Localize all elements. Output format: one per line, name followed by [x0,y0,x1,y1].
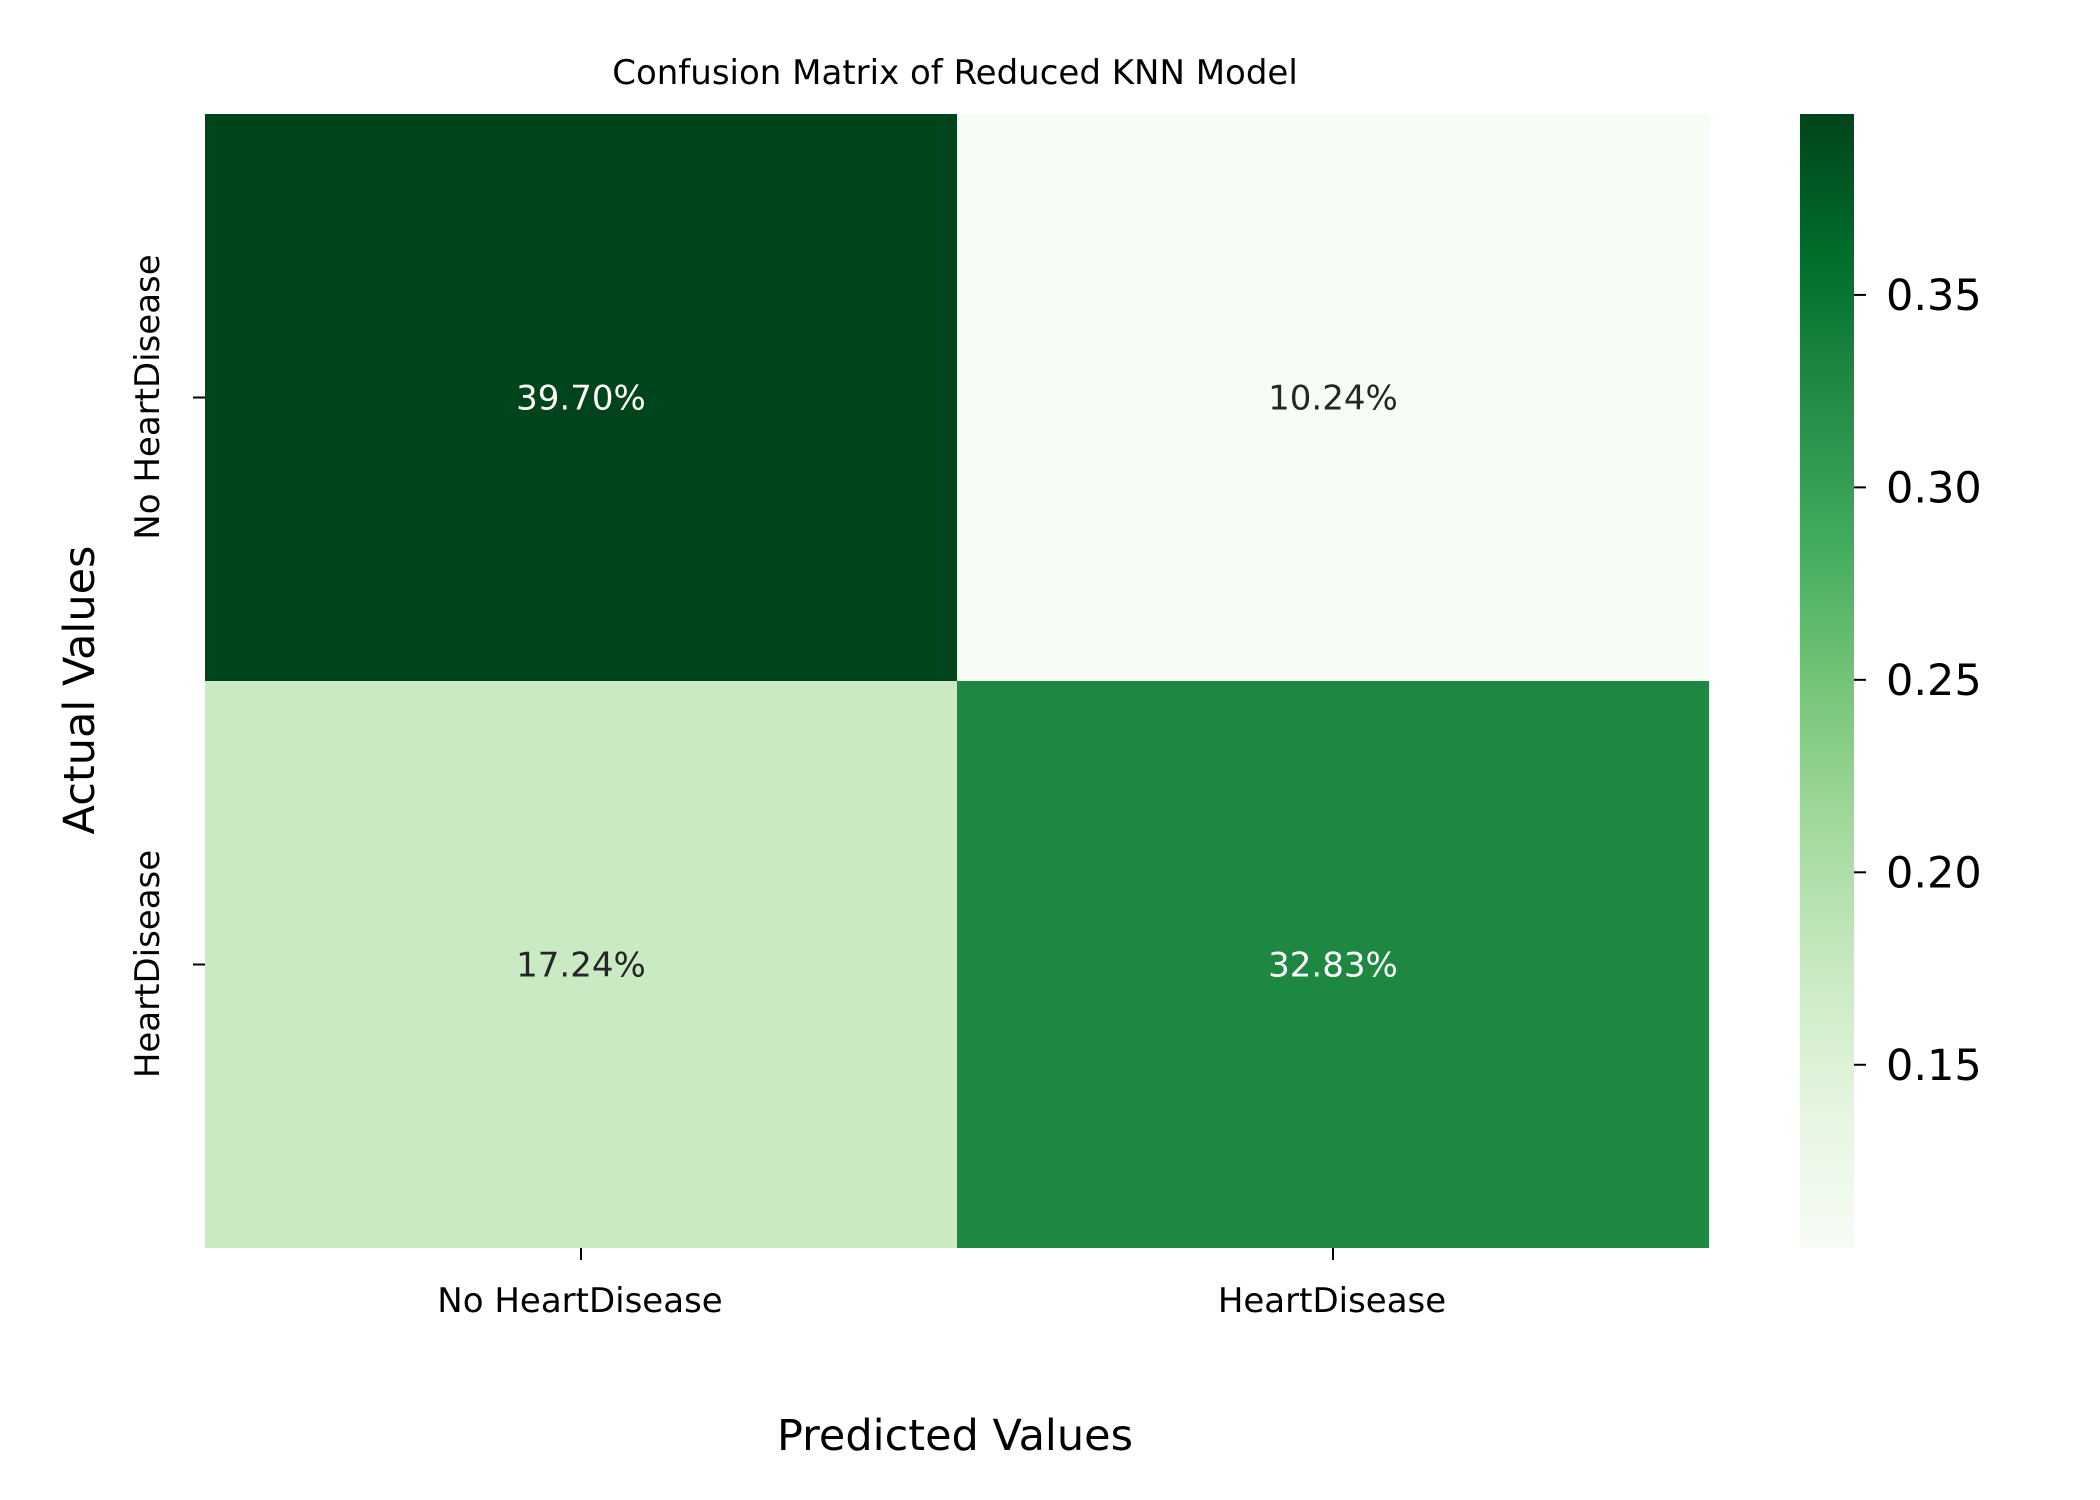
colorbar-ticks: 0.15 0.20 0.25 0.30 0.35 [1854,271,1982,1091]
heatmap-cell-0-0 [205,114,957,681]
y-axis-label: Actual Values [55,546,105,835]
colorbar-tick-label-3: 0.30 [1886,463,1982,513]
heatmap-cells: 39.70% 10.24% 17.24% 32.83% [205,114,1709,1248]
colorbar-tick-label-4: 0.35 [1886,271,1982,321]
y-tick-label-0: No HeartDisease [128,254,168,539]
cell-annotation-0-0: 39.70% [516,379,646,419]
axis-ticks [193,396,1334,1260]
colorbar-tick-label-2: 0.25 [1886,656,1982,706]
cell-annotation-0-1: 10.24% [1268,379,1398,419]
colorbar-tick-label-1: 0.20 [1886,848,1982,898]
x-tick-label-1: HeartDisease [1218,1281,1446,1321]
x-tick-label-0: No HeartDisease [437,1281,722,1321]
heatmap-cell-1-0 [205,681,957,1248]
colorbar-tick-label-0: 0.15 [1886,1041,1982,1091]
heatmap-cell-0-1 [957,114,1709,681]
colorbar [1800,114,1854,1248]
chart-title: Confusion Matrix of Reduced KNN Model [612,53,1298,93]
cell-annotation-1-0: 17.24% [516,946,646,986]
heatmap-cell-1-1 [957,681,1709,1248]
x-axis-label: Predicted Values [777,1411,1133,1461]
y-tick-label-1: HeartDisease [128,850,168,1078]
cell-annotation-1-1: 32.83% [1268,946,1398,986]
